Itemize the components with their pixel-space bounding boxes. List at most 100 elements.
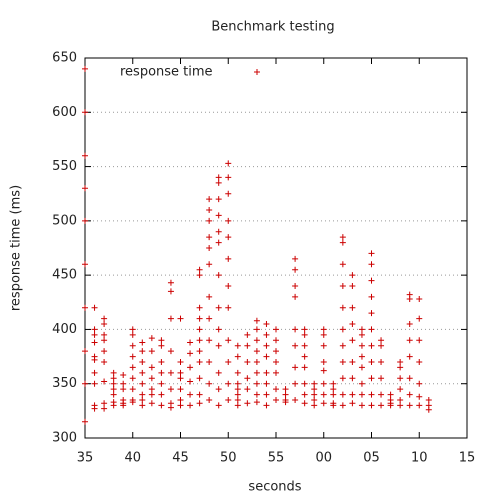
- x-tick-label: 55: [268, 451, 285, 466]
- plot-frame: [84, 57, 468, 439]
- point: [139, 380, 146, 387]
- point: [82, 304, 88, 311]
- point: [311, 402, 318, 409]
- point: [320, 391, 327, 398]
- point: [82, 217, 88, 224]
- point: [273, 386, 279, 393]
- point: [234, 402, 241, 409]
- point: [225, 359, 232, 365]
- point: [110, 386, 117, 393]
- point: [253, 380, 260, 387]
- point: [82, 380, 88, 387]
- y-tick-label: 300: [52, 431, 77, 446]
- point: [129, 364, 136, 371]
- point: [416, 315, 423, 322]
- point: [253, 359, 260, 365]
- point: [139, 397, 146, 403]
- point: [339, 283, 346, 289]
- point: [244, 400, 251, 407]
- point: [273, 337, 279, 344]
- point: [82, 418, 88, 425]
- point: [234, 353, 241, 360]
- point: [225, 255, 232, 262]
- point: [82, 348, 88, 355]
- point: [148, 364, 155, 371]
- point: [129, 353, 136, 360]
- point: [368, 293, 375, 300]
- point: [206, 207, 213, 213]
- point: [358, 380, 365, 387]
- point: [397, 359, 404, 365]
- x-tick-label: 15: [459, 451, 476, 466]
- point: [215, 304, 222, 311]
- point: [253, 326, 260, 333]
- point: [349, 359, 356, 365]
- point: [253, 369, 260, 376]
- point: [349, 321, 356, 327]
- point: [292, 293, 299, 300]
- point: [101, 321, 108, 327]
- point: [215, 196, 222, 203]
- point: [406, 375, 413, 382]
- point: [311, 386, 318, 393]
- point: [339, 375, 346, 382]
- point: [187, 378, 194, 385]
- point: [101, 348, 108, 355]
- point: [368, 250, 375, 257]
- point: [91, 369, 98, 376]
- point: [425, 397, 432, 403]
- point: [129, 375, 136, 382]
- point: [167, 348, 174, 355]
- point: [339, 342, 346, 349]
- point: [320, 326, 327, 333]
- point: [120, 380, 127, 387]
- point: [91, 380, 98, 387]
- point: [215, 402, 222, 409]
- point: [167, 404, 174, 411]
- point: [416, 337, 423, 344]
- point: [273, 359, 279, 365]
- point: [215, 272, 222, 279]
- point: [225, 304, 232, 311]
- point: [358, 364, 365, 371]
- point: [110, 369, 117, 376]
- point: [196, 326, 203, 333]
- point: [167, 288, 174, 295]
- point: [330, 380, 337, 387]
- point: [196, 400, 203, 407]
- point: [339, 402, 346, 409]
- point: [349, 391, 356, 398]
- point: [206, 397, 213, 403]
- point: [196, 348, 203, 355]
- point: [110, 380, 117, 387]
- point: [177, 386, 184, 393]
- point: [82, 152, 88, 159]
- point: [358, 353, 365, 360]
- y-tick-label: 500: [52, 213, 77, 228]
- point: [167, 386, 174, 393]
- point: [273, 397, 279, 403]
- point: [139, 391, 146, 398]
- x-tick-label: 35: [77, 451, 94, 466]
- point: [234, 342, 241, 349]
- point: [263, 391, 270, 398]
- point: [129, 342, 136, 349]
- point: [244, 375, 251, 382]
- point: [292, 342, 299, 349]
- point: [196, 337, 203, 344]
- chart-title: Benchmark testing: [211, 20, 334, 35]
- point: [187, 350, 194, 357]
- point: [148, 386, 155, 393]
- point: [292, 255, 299, 262]
- point: [225, 380, 232, 387]
- point: [177, 359, 184, 365]
- point: [196, 266, 203, 273]
- point: [215, 326, 222, 333]
- point: [139, 369, 146, 376]
- point: [301, 400, 308, 407]
- point: [177, 397, 184, 403]
- point: [311, 397, 318, 403]
- point: [187, 391, 194, 398]
- point: [292, 364, 299, 371]
